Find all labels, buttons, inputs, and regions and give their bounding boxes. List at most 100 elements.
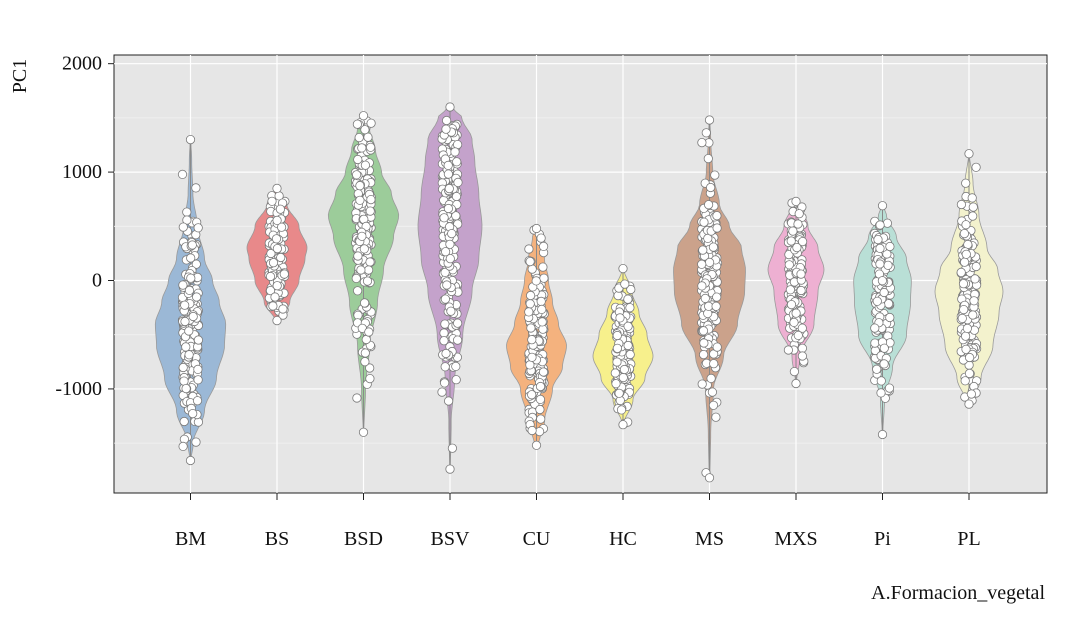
data-point (956, 267, 966, 277)
data-point (364, 327, 374, 337)
data-point (960, 331, 971, 341)
data-point (968, 310, 978, 320)
data-point (536, 414, 546, 424)
data-point (525, 290, 536, 301)
data-point (437, 387, 447, 397)
data-point (615, 313, 625, 323)
data-point (353, 154, 363, 165)
data-point (452, 318, 463, 328)
data-point (359, 298, 370, 308)
data-point (355, 181, 365, 191)
data-point (265, 285, 276, 296)
data-point (711, 301, 721, 311)
data-point (879, 359, 889, 369)
data-point (178, 222, 188, 232)
data-point (524, 307, 534, 317)
data-point (789, 317, 799, 327)
data-point (697, 138, 707, 148)
data-point (531, 440, 542, 450)
x-tick-label-hc: HC (609, 528, 637, 550)
data-point (620, 279, 630, 289)
data-point (788, 226, 798, 236)
data-point (971, 261, 981, 272)
x-tick-label-pi: Pi (874, 528, 891, 550)
data-point (271, 234, 282, 244)
data-point (351, 170, 362, 180)
data-point (968, 211, 978, 221)
data-point (872, 296, 882, 306)
data-point (531, 276, 541, 286)
data-point (884, 383, 895, 393)
data-point (958, 279, 969, 289)
data-point (791, 196, 801, 206)
data-point (178, 362, 188, 373)
data-point (443, 203, 453, 214)
data-point (709, 359, 719, 369)
data-point (355, 195, 365, 205)
data-point (178, 441, 188, 451)
data-point (193, 335, 203, 345)
data-point (711, 412, 721, 422)
data-point (193, 364, 203, 374)
data-point (188, 311, 198, 322)
data-point (365, 206, 375, 216)
data-point (265, 271, 276, 282)
data-point (359, 244, 369, 254)
y-axis-label: PC1 (9, 59, 31, 93)
data-point (704, 473, 715, 483)
data-point (708, 242, 719, 252)
data-point (712, 223, 722, 233)
data-point (451, 375, 461, 385)
x-tick-label-bsv: BSV (431, 528, 470, 550)
x-axis-label: A.Formacion_vegetal (871, 582, 1045, 604)
y-tick-label: 2000 (62, 53, 102, 75)
data-point (181, 342, 191, 352)
data-point (706, 373, 716, 383)
data-point (451, 191, 462, 202)
data-point (956, 199, 967, 210)
data-point (527, 352, 537, 362)
data-point (885, 241, 895, 252)
data-point (793, 330, 803, 340)
data-point (791, 308, 801, 318)
data-point (961, 249, 971, 259)
x-tick-label-bm: BM (175, 528, 206, 550)
data-point (796, 269, 806, 279)
data-point (704, 257, 715, 267)
data-point (877, 276, 888, 286)
data-point (783, 345, 794, 355)
data-point (789, 366, 800, 377)
data-point (700, 293, 710, 303)
data-point (964, 399, 974, 409)
data-point (278, 304, 288, 314)
data-point (618, 420, 628, 430)
data-point (276, 252, 286, 263)
data-point (786, 299, 797, 310)
data-point (791, 378, 801, 389)
data-point (268, 301, 278, 311)
data-point (442, 280, 452, 290)
data-point (439, 328, 449, 338)
data-point (192, 396, 203, 406)
data-point (536, 296, 546, 306)
data-point (698, 326, 709, 336)
data-point (191, 437, 201, 447)
data-point (964, 368, 975, 378)
data-point (619, 364, 630, 375)
data-point (352, 119, 362, 129)
data-point (625, 303, 635, 313)
data-point (879, 287, 889, 298)
data-point (885, 312, 895, 323)
data-point (186, 253, 196, 263)
data-point (193, 223, 203, 233)
data-point (872, 364, 882, 374)
data-point (612, 330, 622, 341)
data-point (623, 340, 633, 351)
data-point (877, 429, 888, 440)
data-point (453, 177, 463, 187)
data-point (363, 265, 374, 275)
x-tick-label-bsd: BSD (344, 528, 383, 550)
data-point (964, 149, 974, 159)
data-point (957, 313, 967, 323)
